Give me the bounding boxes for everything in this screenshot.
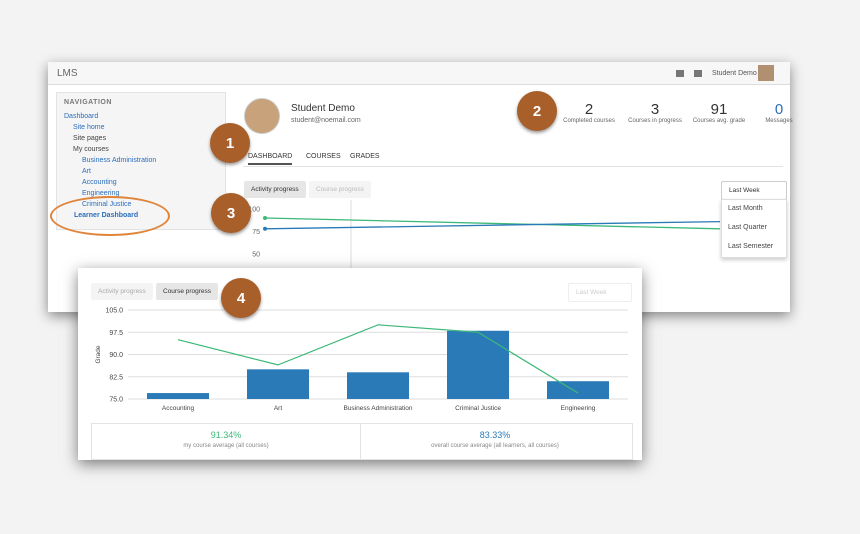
tab[interactable]: GRADES — [350, 153, 380, 160]
bar — [147, 393, 209, 399]
activity-point — [263, 216, 267, 220]
divider — [243, 166, 783, 167]
stat-label: Courses avg. grade — [692, 118, 746, 124]
x-tick-label: Engineering — [561, 405, 596, 412]
progress-tab[interactable]: Activity progress — [91, 283, 153, 300]
callout-badge: 4 — [221, 278, 261, 318]
period-menu — [721, 199, 787, 258]
nav-item[interactable]: My courses — [73, 146, 109, 153]
progress-tab[interactable]: Course progress — [156, 283, 219, 300]
period-option[interactable]: Last Quarter — [728, 224, 767, 231]
summary-box — [91, 423, 633, 460]
callout-badge: 1 — [210, 123, 250, 163]
course-link[interactable]: Business Administration — [82, 157, 157, 164]
stat: 2 Completed courses — [558, 101, 620, 124]
user-avatar[interactable] — [758, 65, 774, 81]
highlight-ellipse — [50, 196, 170, 236]
x-tick-label: Business Administration — [343, 405, 412, 412]
stat-label: Messages — [765, 118, 793, 124]
course-link[interactable]: Accounting — [82, 179, 117, 186]
x-tick-label: Criminal Justice — [455, 405, 501, 412]
stat: 0 Messages — [748, 101, 810, 124]
period-select[interactable]: Last Week — [721, 181, 787, 200]
y-tick-label: 75.0 — [109, 397, 123, 404]
bar — [447, 330, 509, 399]
progress-tab[interactable]: Course progress — [309, 181, 372, 198]
activity-line — [264, 217, 720, 230]
summary-divider — [360, 423, 361, 459]
y-tick-label: 97.5 — [109, 330, 123, 337]
summary-label: my course average (all courses) — [183, 443, 269, 449]
stat-value: 3 — [650, 101, 660, 118]
y-tick-label: 82.5 — [109, 374, 123, 381]
stat: 91 Courses avg. grade — [688, 101, 750, 124]
nav-heading: NAVIGATION — [64, 99, 112, 106]
bar — [547, 381, 609, 399]
summary-value: 83.33% — [479, 430, 511, 440]
notification-icon[interactable] — [676, 70, 684, 77]
y-tick-label: 90.0 — [109, 352, 123, 359]
stat-value: 0 — [774, 101, 784, 118]
profile-name: Student Demo — [291, 103, 355, 114]
line-series — [177, 324, 579, 394]
top-bar — [48, 62, 790, 85]
nav-item[interactable]: Dashboard — [64, 113, 99, 120]
user-name[interactable]: Student Demo — [712, 70, 757, 77]
summary-value: 91.34% — [210, 430, 242, 440]
period-option[interactable]: Last Semester — [728, 243, 774, 250]
app-title: LMS — [57, 68, 78, 79]
tab[interactable]: DASHBOARD — [248, 153, 293, 165]
stat-label: Courses in progress — [628, 118, 682, 124]
callout-badge: 2 — [517, 91, 557, 131]
x-tick-label: Art — [274, 405, 283, 412]
bar — [247, 369, 309, 399]
nav-item[interactable]: Site home — [73, 124, 105, 131]
progress-tab[interactable]: Activity progress — [244, 181, 306, 198]
activity-point — [263, 226, 267, 231]
callout-badge: 3 — [211, 193, 251, 233]
y-tick-label: 100 — [248, 207, 260, 214]
activity-chart: 100 75 50 — [248, 200, 720, 268]
bar — [347, 372, 409, 399]
course-link[interactable]: Engineering — [82, 190, 120, 197]
y-tick-label: 50 — [252, 252, 260, 259]
y-tick-label: 75 — [252, 229, 260, 236]
profile-email: student@noemail.com — [291, 117, 361, 124]
period-select[interactable]: Last Week — [568, 283, 632, 302]
nav-item[interactable]: Site pages — [73, 135, 107, 142]
stat: 3 Courses in progress — [624, 101, 686, 124]
y-axis-label: Grade — [95, 345, 102, 363]
stat-label: Completed courses — [563, 118, 615, 124]
stat-value: 2 — [584, 101, 594, 118]
message-icon[interactable] — [694, 70, 702, 77]
summary-label: overall course average (all learners, al… — [431, 443, 559, 449]
y-tick-label: 105.0 — [105, 308, 123, 315]
period-option[interactable]: Last Month — [728, 205, 763, 212]
profile-avatar — [244, 98, 280, 134]
stat-value: 91 — [710, 101, 728, 118]
x-tick-label: Accounting — [162, 405, 195, 412]
activity-line — [264, 220, 720, 230]
course-link[interactable]: Art — [82, 168, 91, 175]
tab[interactable]: COURSES — [306, 153, 341, 160]
course-chart: 75.0 82.5 90.0 97.5 105.0 Grade Accounting Art B… — [95, 308, 628, 412]
